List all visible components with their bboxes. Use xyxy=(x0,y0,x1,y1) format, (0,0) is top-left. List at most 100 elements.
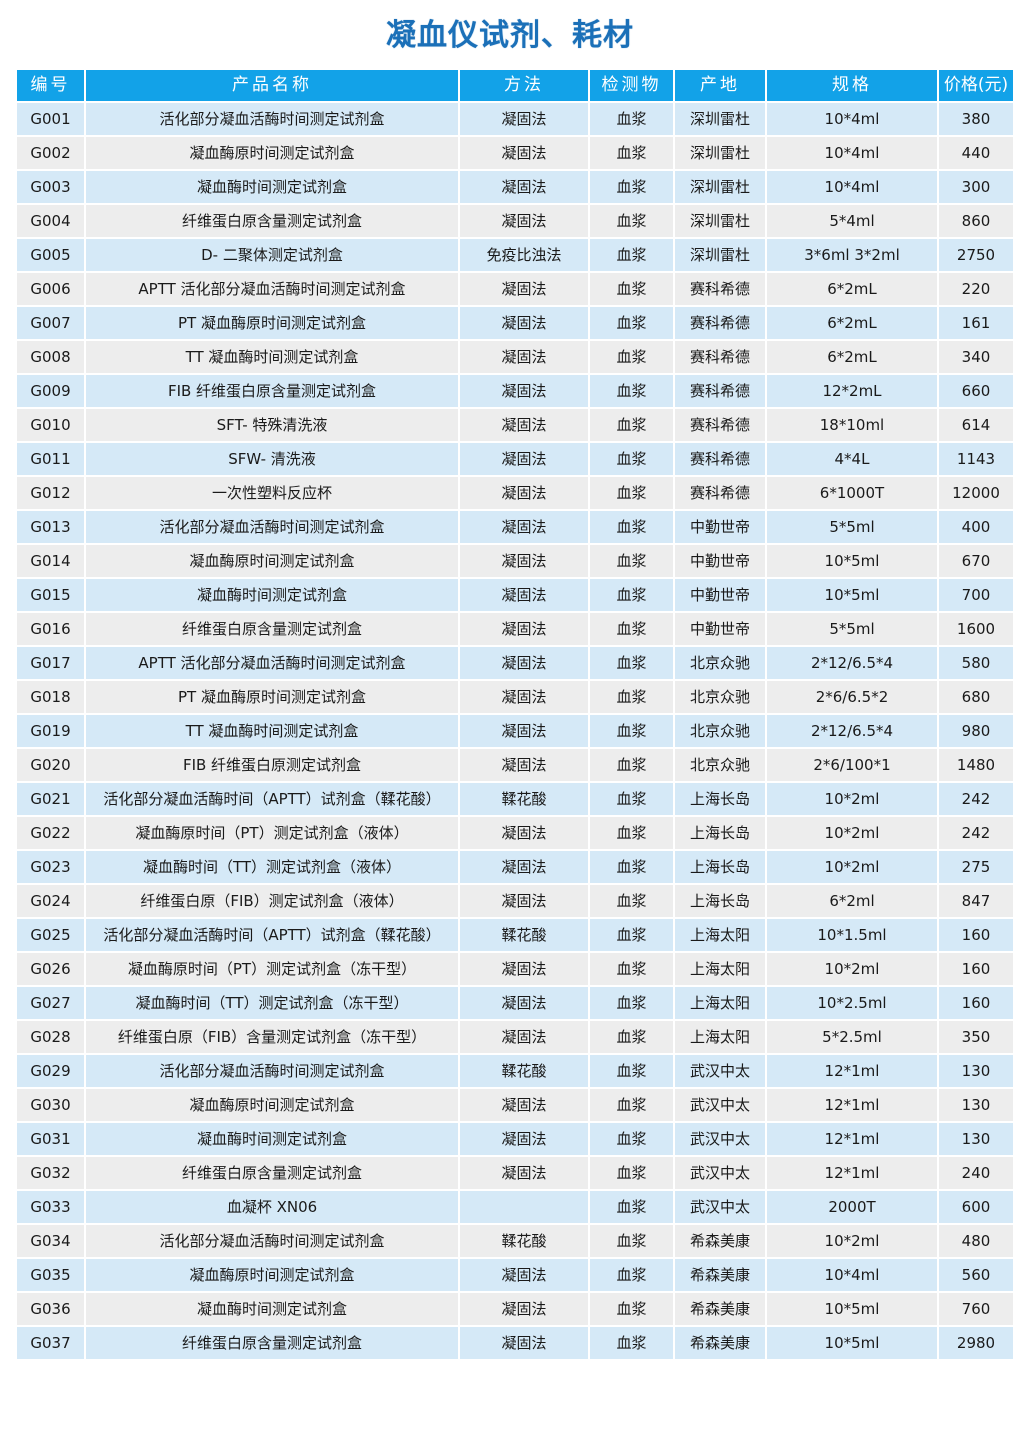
cell-size: 6*2mL xyxy=(767,341,937,373)
cell-spec: 血浆 xyxy=(590,885,673,917)
cell-spec: 血浆 xyxy=(590,783,673,815)
table-row: G030 凝血酶原时间测定试剂盒 凝固法 血浆 武汉中太 12*1ml 130 xyxy=(17,1089,1013,1121)
cell-id: G026 xyxy=(17,953,84,985)
cell-name: 凝血酶时间测定试剂盒 xyxy=(86,171,458,203)
cell-origin: 赛科希德 xyxy=(675,341,765,373)
cell-method xyxy=(460,1191,588,1223)
cell-origin: 上海长岛 xyxy=(675,817,765,849)
table-row: G004 纤维蛋白原含量测定试剂盒 凝固法 血浆 深圳雷杜 5*4ml 860 xyxy=(17,205,1013,237)
cell-size: 10*2.5ml xyxy=(767,987,937,1019)
cell-origin: 中勤世帝 xyxy=(675,511,765,543)
cell-price: 560 xyxy=(939,1259,1013,1291)
cell-price: 580 xyxy=(939,647,1013,679)
cell-name: 活化部分凝血活酶时间（APTT）试剂盒（鞣花酸） xyxy=(86,919,458,951)
cell-size: 2*12/6.5*4 xyxy=(767,715,937,747)
table-row: G029 活化部分凝血活酶时间测定试剂盒 鞣花酸 血浆 武汉中太 12*1ml 130 xyxy=(17,1055,1013,1087)
cell-method: 凝固法 xyxy=(460,817,588,849)
cell-method: 凝固法 xyxy=(460,613,588,645)
cell-name: 活化部分凝血活酶时间测定试剂盒 xyxy=(86,1225,458,1257)
cell-size: 2*6/6.5*2 xyxy=(767,681,937,713)
table-body: G001 活化部分凝血活酶时间测定试剂盒 凝固法 血浆 深圳雷杜 10*4ml 380 G00… xyxy=(17,103,1013,1359)
table-row: G027 凝血酶时间（TT）测定试剂盒（冻干型） 凝固法 血浆 上海太阳 10*2.5ml… xyxy=(17,987,1013,1019)
cell-method: 凝固法 xyxy=(460,205,588,237)
cell-name: FIB 纤维蛋白原测定试剂盒 xyxy=(86,749,458,781)
cell-spec: 血浆 xyxy=(590,1293,673,1325)
cell-method: 凝固法 xyxy=(460,1021,588,1053)
cell-size: 10*4ml xyxy=(767,137,937,169)
cell-size: 10*2ml xyxy=(767,783,937,815)
cell-name: 凝血酶原时间测定试剂盒 xyxy=(86,1259,458,1291)
cell-spec: 血浆 xyxy=(590,919,673,951)
cell-spec: 血浆 xyxy=(590,443,673,475)
cell-spec: 血浆 xyxy=(590,1157,673,1189)
cell-size: 10*4ml xyxy=(767,103,937,135)
cell-name: 凝血酶时间（TT）测定试剂盒（冻干型） xyxy=(86,987,458,1019)
table-row: G023 凝血酶时间（TT）测定试剂盒（液体） 凝固法 血浆 上海长岛 10*2ml 275 xyxy=(17,851,1013,883)
cell-origin: 中勤世帝 xyxy=(675,579,765,611)
cell-spec: 血浆 xyxy=(590,1259,673,1291)
cell-spec: 血浆 xyxy=(590,987,673,1019)
cell-origin: 北京众驰 xyxy=(675,681,765,713)
cell-size: 10*5ml xyxy=(767,579,937,611)
cell-price: 160 xyxy=(939,953,1013,985)
cell-price: 300 xyxy=(939,171,1013,203)
cell-id: G013 xyxy=(17,511,84,543)
cell-id: G003 xyxy=(17,171,84,203)
cell-id: G019 xyxy=(17,715,84,747)
cell-price: 847 xyxy=(939,885,1013,917)
cell-price: 680 xyxy=(939,681,1013,713)
cell-price: 340 xyxy=(939,341,1013,373)
cell-spec: 血浆 xyxy=(590,1089,673,1121)
cell-origin: 北京众驰 xyxy=(675,715,765,747)
cell-name: SFT- 特殊清洗液 xyxy=(86,409,458,441)
cell-name: 凝血酶原时间测定试剂盒 xyxy=(86,545,458,577)
cell-id: G027 xyxy=(17,987,84,1019)
cell-size: 10*2ml xyxy=(767,817,937,849)
cell-id: G016 xyxy=(17,613,84,645)
cell-origin: 赛科希德 xyxy=(675,443,765,475)
table-row: G025 活化部分凝血活酶时间（APTT）试剂盒（鞣花酸） 鞣花酸 血浆 上海太阳 10*… xyxy=(17,919,1013,951)
cell-spec: 血浆 xyxy=(590,205,673,237)
cell-size: 10*5ml xyxy=(767,1293,937,1325)
table-row: G015 凝血酶时间测定试剂盒 凝固法 血浆 中勤世帝 10*5ml 700 xyxy=(17,579,1013,611)
table-row: G018 PT 凝血酶原时间测定试剂盒 凝固法 血浆 北京众驰 2*6/6.5*2 680 xyxy=(17,681,1013,713)
cell-origin: 北京众驰 xyxy=(675,749,765,781)
cell-size: 10*5ml xyxy=(767,1327,937,1359)
cell-price: 350 xyxy=(939,1021,1013,1053)
cell-name: 纤维蛋白原（FIB）含量测定试剂盒（冻干型） xyxy=(86,1021,458,1053)
cell-size: 10*2ml xyxy=(767,953,937,985)
cell-method: 凝固法 xyxy=(460,579,588,611)
cell-method: 凝固法 xyxy=(460,375,588,407)
cell-name: FIB 纤维蛋白原含量测定试剂盒 xyxy=(86,375,458,407)
cell-price: 600 xyxy=(939,1191,1013,1223)
cell-method: 鞣花酸 xyxy=(460,783,588,815)
cell-name: 活化部分凝血活酶时间测定试剂盒 xyxy=(86,103,458,135)
cell-name: TT 凝血酶时间测定试剂盒 xyxy=(86,715,458,747)
cell-name: 凝血酶时间测定试剂盒 xyxy=(86,1123,458,1155)
cell-origin: 赛科希德 xyxy=(675,307,765,339)
cell-name: 凝血酶原时间（PT）测定试剂盒（冻干型） xyxy=(86,953,458,985)
table-row: G036 凝血酶时间测定试剂盒 凝固法 血浆 希森美康 10*5ml 760 xyxy=(17,1293,1013,1325)
cell-name: 纤维蛋白原含量测定试剂盒 xyxy=(86,1327,458,1359)
cell-id: G002 xyxy=(17,137,84,169)
cell-origin: 上海太阳 xyxy=(675,953,765,985)
table-row: G002 凝血酶原时间测定试剂盒 凝固法 血浆 深圳雷杜 10*4ml 440 xyxy=(17,137,1013,169)
cell-name: 纤维蛋白原含量测定试剂盒 xyxy=(86,1157,458,1189)
column-header-size: 规格 xyxy=(767,70,937,101)
cell-spec: 血浆 xyxy=(590,511,673,543)
cell-name: 凝血酶时间测定试剂盒 xyxy=(86,579,458,611)
cell-price: 400 xyxy=(939,511,1013,543)
cell-price: 240 xyxy=(939,1157,1013,1189)
cell-price: 1600 xyxy=(939,613,1013,645)
cell-method: 鞣花酸 xyxy=(460,1055,588,1087)
cell-method: 凝固法 xyxy=(460,681,588,713)
cell-size: 3*6ml 3*2ml xyxy=(767,239,937,271)
cell-origin: 希森美康 xyxy=(675,1293,765,1325)
table-row: G016 纤维蛋白原含量测定试剂盒 凝固法 血浆 中勤世帝 5*5ml 1600 xyxy=(17,613,1013,645)
column-header-id: 编号 xyxy=(17,70,84,101)
table-row: G034 活化部分凝血活酶时间测定试剂盒 鞣花酸 血浆 希森美康 10*2ml 480 xyxy=(17,1225,1013,1257)
cell-price: 12000 xyxy=(939,477,1013,509)
cell-origin: 武汉中太 xyxy=(675,1089,765,1121)
cell-spec: 血浆 xyxy=(590,851,673,883)
cell-price: 700 xyxy=(939,579,1013,611)
